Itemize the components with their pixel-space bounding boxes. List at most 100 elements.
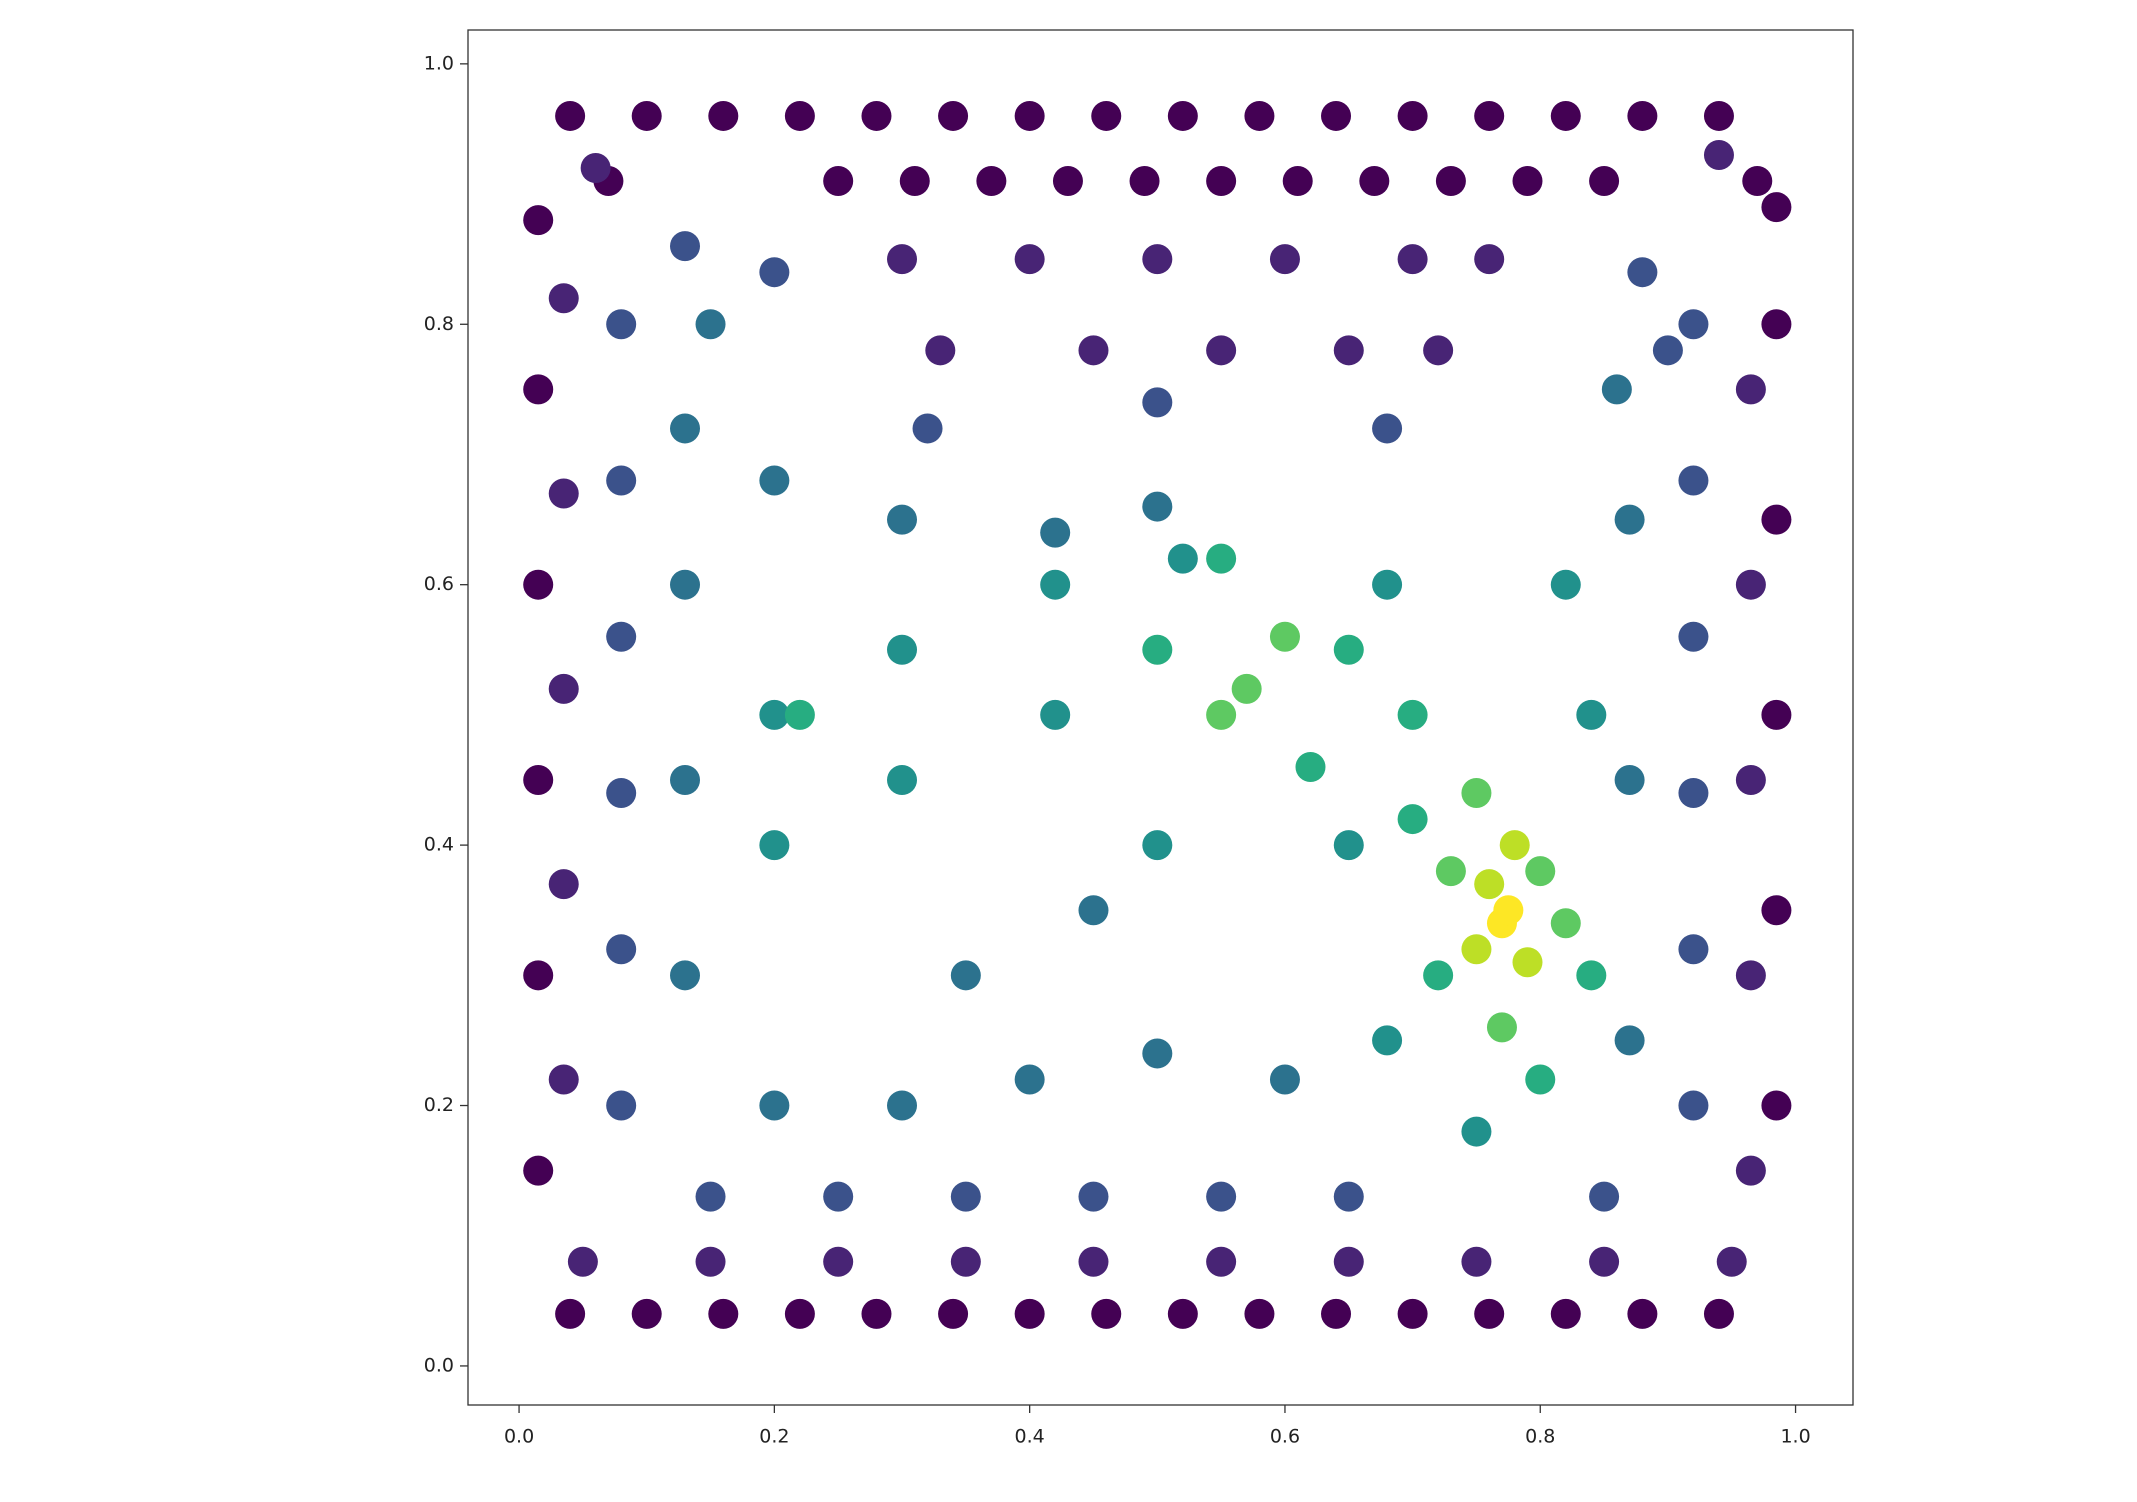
scatter-point [759,699,790,730]
scatter-point [1078,1181,1109,1212]
scatter-point [1206,335,1237,366]
scatter-point [606,621,637,652]
y-tick-label: 1.0 [424,52,454,74]
scatter-point [1461,778,1492,809]
scatter-point [555,100,586,131]
scatter-point [1206,166,1237,197]
scatter-point [1703,1298,1734,1329]
scatter-point [708,1298,739,1329]
scatter-point [670,569,701,600]
scatter-point [1142,1038,1173,1069]
scatter-point [1652,335,1683,366]
scatter-point [1735,569,1766,600]
scatter-point [1627,100,1658,131]
scatter-point [548,869,579,900]
scatter-point [1397,100,1428,131]
scatter-point [1550,1298,1581,1329]
scatter-point [1423,960,1454,991]
scatter-point [1321,1298,1352,1329]
scatter-point [1142,634,1173,665]
scatter-point [759,830,790,861]
scatter-point [925,335,956,366]
scatter-point [759,1090,790,1121]
x-tick-label: 0.0 [504,1426,534,1448]
scatter-point [1078,335,1109,366]
scatter-point [1703,100,1734,131]
scatter-point [1461,1246,1492,1277]
x-tick-label: 0.8 [1525,1426,1555,1448]
scatter-point [861,1298,892,1329]
scatter-point [1167,1298,1198,1329]
scatter-point [670,413,701,444]
scatter-point [1206,1181,1237,1212]
scatter-point [1078,1246,1109,1277]
scatter-point [1493,895,1524,926]
axes-frame [467,29,1854,1406]
scatter-point [548,478,579,509]
y-tick-label: 0.4 [424,834,454,856]
scatter-point [708,100,739,131]
scatter-point [1614,1025,1645,1056]
scatter-point [1550,100,1581,131]
scatter-point [1206,699,1237,730]
scatter-point [1142,491,1173,522]
scatter-point [1550,569,1581,600]
scatter-point [1499,830,1530,861]
scatter-point [567,1246,598,1277]
scatter-point [784,100,815,131]
scatter-point [670,960,701,991]
scatter-point [1269,244,1300,275]
scatter-point [606,934,637,965]
scatter-point [1678,621,1709,652]
scatter-point [1761,895,1792,926]
scatter-point [1372,413,1403,444]
scatter-point [1244,1298,1275,1329]
scatter-point [887,634,918,665]
scatter-point [1474,869,1505,900]
scatter-point [523,960,554,991]
scatter-point [976,166,1007,197]
scatter-point [1678,1090,1709,1121]
scatter-point [1142,387,1173,418]
scatter-point [1321,100,1352,131]
scatter-point [1761,192,1792,223]
scatter-point [1333,335,1364,366]
scatter-point [1761,309,1792,340]
scatter-point [887,1090,918,1121]
scatter-point [1678,309,1709,340]
y-tick-label: 0.8 [424,313,454,335]
scatter-point [759,465,790,496]
scatter-point [1512,166,1543,197]
scatter-point [1078,895,1109,926]
scatter-point [606,309,637,340]
scatter-point [1716,1246,1747,1277]
scatter-point [1397,1298,1428,1329]
scatter-point [1550,908,1581,939]
scatter-point [548,283,579,314]
scatter-point [606,465,637,496]
scatter-point [1372,1025,1403,1056]
scatter-point [1627,257,1658,288]
scatter-point [1359,166,1390,197]
scatter-point [1589,1246,1620,1277]
scatter-point [1052,166,1083,197]
scatter-point [523,1155,554,1186]
scatter-point [823,1246,854,1277]
scatter-point [1678,465,1709,496]
scatter-point [784,1298,815,1329]
scatter-point [1735,960,1766,991]
scatter-point [1372,569,1403,600]
scatter-point [950,960,981,991]
scatter-point [1014,1298,1045,1329]
scatter-point [1435,856,1466,887]
scatter-point [1678,934,1709,965]
scatter-point [1231,673,1262,704]
scatter-point [1576,960,1607,991]
scatter-point [1678,778,1709,809]
scatter-point [670,765,701,795]
scatter-point [1282,166,1313,197]
scatter-point [887,244,918,275]
scatter-point [1589,166,1620,197]
scatter-point [887,504,918,535]
